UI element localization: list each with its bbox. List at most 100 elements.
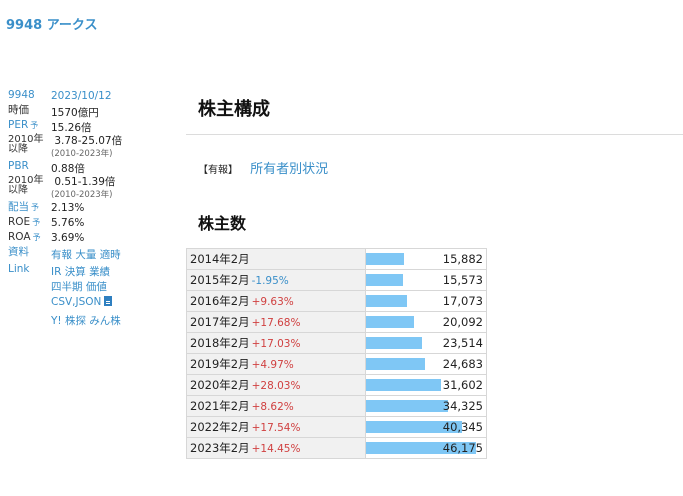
- value-link[interactable]: 価値: [85, 281, 107, 293]
- quarterly-link[interactable]: 四半期: [51, 281, 83, 293]
- value-cell: 31,602: [365, 374, 487, 396]
- change-percent: -1.95%: [251, 275, 289, 287]
- link-group-1: IR 決算 業績: [51, 264, 110, 279]
- year-cell: 2015年2月 -1.95%: [186, 269, 366, 291]
- change-percent: +4.97%: [251, 359, 294, 371]
- year-label: 2023年2月: [190, 441, 250, 455]
- forecast-mark: 予: [30, 121, 39, 130]
- pbr-range-label: 2010年 以降: [8, 176, 50, 196]
- table-row: 2018年2月 +17.03% 23,514: [186, 332, 487, 354]
- year-label: 2019年2月: [190, 357, 250, 371]
- change-percent: +17.68%: [251, 317, 301, 329]
- roa-value: 3.69%: [51, 232, 85, 244]
- year-cell: 2020年2月 +28.03%: [186, 374, 366, 396]
- value-cell: 20,092: [365, 311, 487, 333]
- divider: [186, 134, 683, 135]
- shareholder-count: 23,514: [442, 336, 483, 350]
- year-label: 2016年2月: [190, 294, 250, 308]
- forecast-mark: 予: [32, 233, 41, 242]
- per-range-value: 3.78-25.07倍 (2010-2023年): [51, 135, 122, 160]
- shareholder-count: 31,602: [442, 378, 483, 392]
- change-percent: +28.03%: [251, 380, 301, 392]
- year-cell: 2016年2月 +9.63%: [186, 290, 366, 312]
- tekiji-link[interactable]: 適時: [99, 249, 121, 261]
- since-label: 以降: [8, 185, 28, 196]
- company-title-link[interactable]: 9948 アークス: [6, 18, 98, 33]
- value-cell: 15,882: [365, 248, 487, 270]
- year-label: 2021年2月: [190, 399, 250, 413]
- pbr-value: 0.88倍: [51, 163, 85, 175]
- table-row: 2014年2月 15,882: [186, 248, 487, 270]
- materials-links: 有報 大量 適時: [51, 247, 121, 262]
- value-cell: 17,073: [365, 290, 487, 312]
- shareholder-bar: [366, 337, 422, 349]
- table-row: 2021年2月 +8.62% 34,325: [186, 395, 487, 417]
- value-cell: 24,683: [365, 353, 487, 375]
- dividend-link[interactable]: 配当予: [8, 202, 50, 213]
- shareholder-count: 20,092: [442, 315, 483, 329]
- market-cap-label: 時価: [8, 104, 29, 116]
- value-cell: 40,345: [365, 416, 487, 438]
- roe-label: ROE 予: [8, 217, 50, 228]
- minkabu-link[interactable]: みん株: [89, 315, 121, 327]
- owner-status-link[interactable]: 所有者別状況: [250, 162, 329, 177]
- page-title: 株主構成: [198, 99, 270, 120]
- link-group-2: 四半期 価値: [51, 279, 107, 294]
- date-link[interactable]: 2023/10/12: [51, 90, 112, 102]
- shareholder-bar: [366, 421, 462, 433]
- shareholder-count: 24,683: [442, 357, 483, 371]
- year-cell: 2022年2月 +17.54%: [186, 416, 366, 438]
- pbr-range-value: 0.51-1.39倍 (2010-2023年): [51, 176, 115, 201]
- stock-code-link[interactable]: 9948: [8, 89, 35, 101]
- download-file-icon[interactable]: [104, 296, 113, 306]
- per-value: 15.26倍: [51, 122, 92, 134]
- shareholder-count: 15,882: [442, 252, 483, 266]
- table-row: 2016年2月 +9.63% 17,073: [186, 290, 487, 312]
- year-cell: 2018年2月 +17.03%: [186, 332, 366, 354]
- tairyo-link[interactable]: 大量: [75, 249, 97, 261]
- year-label: 2015年2月: [190, 273, 250, 287]
- change-percent: +17.03%: [251, 338, 301, 350]
- roe-value: 5.76%: [51, 217, 85, 229]
- ir-link[interactable]: IR: [51, 266, 62, 278]
- csv-json-link[interactable]: CSV,JSON: [51, 296, 102, 308]
- pbr-link[interactable]: PBR: [8, 160, 29, 172]
- since-label: 以降: [8, 144, 28, 155]
- shareholder-bar: [366, 358, 425, 370]
- roe-text: ROE: [8, 216, 31, 228]
- table-row: 2019年2月 +4.97% 24,683: [186, 353, 487, 375]
- shareholder-count: 40,345: [442, 420, 483, 434]
- yuho-link[interactable]: 有報: [51, 249, 72, 261]
- table-row: 2017年2月 +17.68% 20,092: [186, 311, 487, 333]
- shareholder-count: 34,325: [442, 399, 483, 413]
- pbr-range-text: 0.51-1.39倍: [54, 176, 116, 188]
- table-row: 2020年2月 +28.03% 31,602: [186, 374, 487, 396]
- table-row: 2023年2月 +14.45% 46,175: [186, 437, 487, 459]
- per-link[interactable]: PER 予: [8, 120, 50, 131]
- year-label: 2020年2月: [190, 378, 250, 392]
- shareholder-bar: [366, 274, 403, 286]
- kabutan-link[interactable]: 株探: [64, 315, 86, 327]
- source-line: 【有報】 所有者別状況: [198, 158, 328, 177]
- year-label: 2017年2月: [190, 315, 250, 329]
- shareholder-count: 15,573: [442, 273, 483, 287]
- forecast-mark: 予: [32, 218, 41, 227]
- table-row: 2022年2月 +17.54% 40,345: [186, 416, 487, 438]
- year-cell: 2021年2月 +8.62%: [186, 395, 366, 417]
- dividend-label: 配当: [8, 201, 29, 213]
- per-range-label: 2010年 以降: [8, 135, 50, 155]
- yahoo-link[interactable]: Y!: [51, 315, 62, 327]
- shareholder-bar: [366, 316, 414, 328]
- gyoseki-link[interactable]: 業績: [89, 266, 111, 278]
- materials-label[interactable]: 資料: [8, 246, 29, 258]
- kessan-link[interactable]: 決算: [64, 266, 86, 278]
- shareholder-bar: [366, 442, 476, 454]
- link-group-4: Y! 株探 みん株: [51, 313, 121, 328]
- value-cell: 15,573: [365, 269, 487, 291]
- year-label: 2018年2月: [190, 336, 250, 350]
- change-percent: +8.62%: [251, 401, 294, 413]
- link-label[interactable]: Link: [8, 263, 30, 275]
- csv-group: CSV,JSON: [51, 296, 113, 308]
- per-range-note: (2010-2023年): [51, 149, 113, 159]
- year-cell: 2023年2月 +14.45%: [186, 437, 366, 459]
